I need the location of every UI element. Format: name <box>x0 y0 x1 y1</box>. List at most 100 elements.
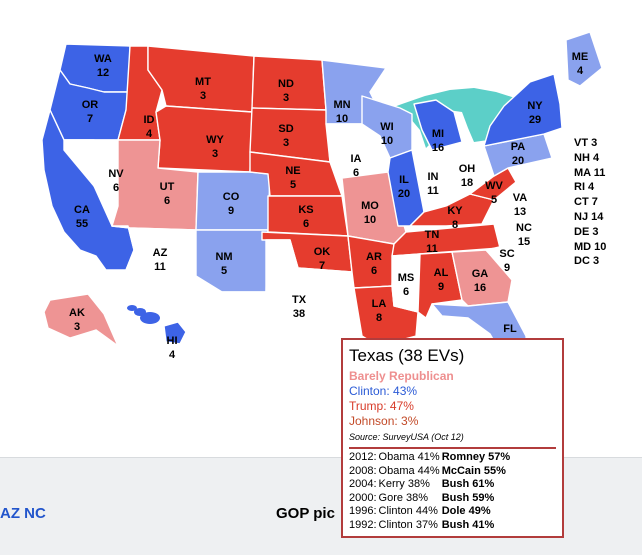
state-label-il: IL <box>399 174 409 186</box>
state-label-la: LA <box>372 298 387 310</box>
bottom-heading: GOP pic <box>276 505 335 522</box>
hawaii-island <box>127 305 137 311</box>
state-ev-al: 9 <box>438 281 444 293</box>
state-label-wy: WY <box>206 134 224 146</box>
history-dem: Clinton 37% <box>378 518 438 531</box>
state-ev-ut: 6 <box>164 195 170 207</box>
state-me[interactable] <box>565 31 603 87</box>
state-wy[interactable] <box>155 105 253 173</box>
state-ev-wv: 5 <box>491 194 497 206</box>
state-label-sd: SD <box>278 123 293 135</box>
history-rep: Bush 59% <box>441 491 495 504</box>
hawaii-island <box>140 312 160 324</box>
tooltip-divider <box>349 447 556 449</box>
state-label-wv: WV <box>485 180 503 192</box>
state-va[interactable] <box>481 177 553 225</box>
tooltip-title: Texas (38 EVs) <box>349 346 465 365</box>
small-state-item[interactable]: VT 3 <box>574 137 598 149</box>
state-label-wi: WI <box>380 121 393 133</box>
history-rep: McCain 55% <box>441 464 506 477</box>
state-ev-ny: 29 <box>529 114 541 126</box>
state-ev-or: 7 <box>87 113 93 125</box>
history-dem: Gore 38% <box>378 491 429 504</box>
state-label-tx: TX <box>292 294 307 306</box>
small-state-item[interactable]: MD 10 <box>574 240 607 253</box>
small-state-item[interactable]: MA 11 <box>574 166 606 179</box>
state-label-va: VA <box>513 192 528 204</box>
history-dem: Obama 44% <box>378 464 440 477</box>
state-ev-ga: 16 <box>474 282 486 294</box>
history-dem: Obama 41% <box>378 451 440 463</box>
state-ev-ks: 6 <box>303 218 309 230</box>
small-state-item[interactable]: RI 4 <box>574 181 595 194</box>
state-ny[interactable] <box>483 73 563 147</box>
state-ev-nd: 3 <box>283 92 289 104</box>
state-label-fl: FL <box>503 323 517 335</box>
history-year: 1992: <box>349 518 377 531</box>
state-label-ia: IA <box>351 153 362 165</box>
small-state-item[interactable]: CT 7 <box>574 196 598 209</box>
history-row: 2008: Obama 44% McCain 55% <box>349 465 512 479</box>
state-ev-va: 13 <box>514 206 526 218</box>
history-row: 2004: Kerry 38% Bush 61% <box>349 478 512 492</box>
history-row: 2012: Obama 41% Romney 57% <box>349 451 512 465</box>
history-year: 2000: <box>349 491 377 504</box>
history-row: 1996: Clinton 44% Dole 49% <box>349 505 512 519</box>
state-mi[interactable] <box>413 99 463 151</box>
state-label-nv: NV <box>108 168 124 180</box>
history-rep: Dole 49% <box>441 505 491 517</box>
state-ev-ca: 55 <box>76 218 88 230</box>
state-ev-mi: 16 <box>432 142 444 154</box>
state-label-ga: GA <box>472 268 489 280</box>
state-ev-co: 9 <box>228 205 234 217</box>
small-state-item[interactable]: NJ 14 <box>574 210 604 223</box>
state-ev-sd: 3 <box>283 137 289 149</box>
state-hi[interactable] <box>163 321 187 345</box>
state-wv[interactable] <box>469 167 517 201</box>
state-ev-ia: 6 <box>353 167 359 179</box>
state-label-ca: CA <box>74 204 90 216</box>
state-ev-wy: 3 <box>212 148 218 160</box>
state-ks[interactable] <box>267 195 349 237</box>
history-rep: Bush 61% <box>441 478 495 490</box>
small-state-item[interactable]: NH 4 <box>574 151 600 164</box>
state-ms[interactable] <box>391 253 421 313</box>
state-label-az: AZ <box>153 247 168 259</box>
small-state-item[interactable]: DE 3 <box>574 225 599 238</box>
history-year: 2004: <box>349 478 377 490</box>
small-state-item[interactable]: DC 3 <box>574 255 600 268</box>
state-ev-tn: 11 <box>426 243 438 255</box>
state-ev-wi: 10 <box>381 135 393 147</box>
state-az[interactable] <box>111 225 197 301</box>
state-tn[interactable] <box>391 223 501 257</box>
history-rep: Romney 57% <box>441 451 511 463</box>
state-ev-wa: 12 <box>97 67 109 79</box>
state-label-wa: WA <box>94 53 112 65</box>
state-ev-ak: 3 <box>74 321 80 333</box>
tooltip-dem-poll: Clinton: 43% <box>349 384 418 398</box>
state-label-ms: MS <box>398 272 415 284</box>
state-ev-me: 4 <box>577 65 584 77</box>
state-label-ne: NE <box>285 165 300 177</box>
state-ev-in: 11 <box>427 185 439 197</box>
state-label-sc: SC <box>499 248 514 260</box>
state-ak[interactable] <box>43 293 119 347</box>
bottom-left-link[interactable]: AZ NC <box>0 505 46 522</box>
state-label-pa: PA <box>511 141 526 153</box>
history-row: 2000: Gore 38% Bush 59% <box>349 492 512 506</box>
hawaii-island <box>134 308 146 316</box>
state-ev-ms: 6 <box>403 286 409 298</box>
history-rep: Bush 41% <box>441 518 495 531</box>
state-ev-ok: 7 <box>319 260 325 272</box>
state-label-ky: KY <box>447 205 463 217</box>
history-year: 2008: <box>349 464 377 477</box>
tooltip-history-table: 2012: Obama 41% Romney 57% 2008: Obama 44% Mc… <box>349 451 512 532</box>
state-ev-tx: 38 <box>293 308 305 320</box>
state-ev-ar: 6 <box>371 265 377 277</box>
state-label-mn: MN <box>333 99 350 111</box>
state-ev-il: 20 <box>398 188 410 200</box>
state-label-hi: HI <box>167 335 178 347</box>
tooltip-source: Source: SurveyUSA (Oct 12) <box>349 432 464 442</box>
state-tooltip: Texas (38 EVs) Barely Republican Clinton… <box>341 338 564 538</box>
state-label-nd: ND <box>278 78 294 90</box>
